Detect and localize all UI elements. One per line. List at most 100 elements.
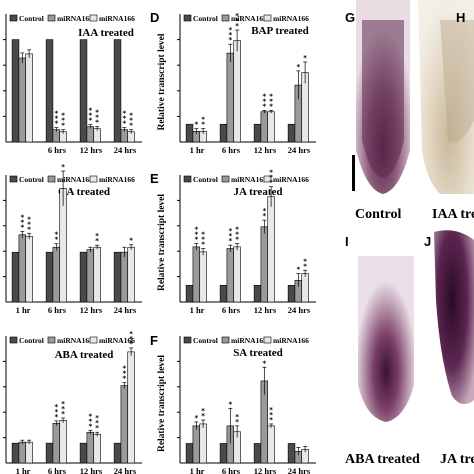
significance-mark: *	[61, 405, 65, 413]
bar-control-2[interactable]	[253, 284, 262, 303]
bar-mirna166-2[interactable]	[267, 425, 275, 464]
legend-swatch-mirna166	[263, 14, 272, 22]
bar-mirna166-1[interactable]	[59, 420, 67, 464]
bar-mirna165-2[interactable]	[86, 126, 95, 143]
x-tick-label: 1 hr	[16, 466, 31, 474]
micrograph-panels: G H I J Control IAA tre ABA treated JA t…	[341, 0, 474, 474]
bar-mirna166-3[interactable]	[127, 351, 135, 464]
bar-mirna166-0[interactable]	[25, 441, 33, 464]
bar-mirna166-0[interactable]	[25, 53, 33, 143]
bar-mirna165-2[interactable]	[260, 111, 269, 143]
bar-mirna166-2[interactable]	[267, 111, 275, 143]
bar-mirna166-1[interactable]	[233, 246, 241, 303]
bar-mirna165-1[interactable]	[52, 423, 61, 464]
bar-mirna166-1[interactable]	[233, 40, 241, 143]
significance-mark: *	[122, 115, 126, 123]
bar-mirna166-2[interactable]	[93, 246, 101, 303]
panel-label-g: G	[345, 10, 355, 25]
bar-mirna166-2[interactable]	[267, 196, 275, 303]
x-tick-label: 6 hrs	[222, 305, 241, 315]
bar-mirna165-1[interactable]	[52, 246, 61, 303]
significance-mark: *	[95, 237, 99, 245]
bar-mirna165-3[interactable]	[120, 385, 129, 464]
significance-mark: *	[88, 417, 92, 425]
bar-mirna165-2[interactable]	[260, 226, 269, 303]
bar-control-3[interactable]	[287, 123, 296, 143]
bar-control-1[interactable]	[45, 251, 54, 303]
legend-swatch-mirna165	[221, 336, 230, 344]
significance-mark: *	[95, 119, 99, 127]
x-tick-label: 24 hrs	[288, 305, 311, 315]
legend-swatch-mirna165	[47, 336, 56, 344]
chart-title: GA treated	[58, 186, 110, 198]
significance-mark: *	[228, 227, 232, 235]
bar-mirna165-0[interactable]	[18, 441, 27, 464]
chart-title: IAA treated	[78, 27, 134, 39]
bar-mirna165-0[interactable]	[192, 425, 201, 464]
bar-control-2[interactable]	[79, 442, 88, 464]
legend-swatch-control	[9, 14, 18, 22]
root-stele-control	[362, 20, 404, 178]
significance-mark: *	[303, 257, 307, 265]
bar-control-0[interactable]	[11, 251, 20, 303]
legend-label-mirna166: miRNA166	[273, 336, 309, 345]
bar-control-0[interactable]	[11, 39, 20, 143]
legend-swatch-control	[183, 175, 192, 183]
bar-mirna166-2[interactable]	[93, 433, 101, 464]
bar-control-1[interactable]	[219, 443, 228, 464]
bar-control-0[interactable]	[185, 284, 194, 303]
significance-mark: *	[235, 236, 239, 244]
significance-mark: *	[129, 330, 133, 338]
bar-mirna165-0[interactable]	[18, 234, 27, 303]
x-tick-label: 12 hrs	[254, 466, 277, 474]
significance-mark: *	[95, 414, 99, 422]
significance-mark: *	[269, 169, 273, 177]
bar-control-3[interactable]	[113, 39, 122, 143]
bar-mirna165-0[interactable]	[18, 57, 27, 143]
significance-mark: *	[54, 110, 58, 118]
bar-control-2[interactable]	[253, 443, 262, 464]
bar-control-0[interactable]	[11, 442, 20, 464]
legend-label-mirna166: miRNA166	[99, 14, 135, 23]
bar-control-3[interactable]	[287, 443, 296, 464]
bar-mirna165-2[interactable]	[86, 249, 95, 303]
significance-mark: *	[201, 412, 205, 420]
bar-mirna166-3[interactable]	[301, 273, 309, 303]
legend-swatch-mirna165	[47, 14, 56, 22]
bar-control-2[interactable]	[79, 39, 88, 143]
bar-control-3[interactable]	[113, 251, 122, 303]
bar-mirna165-0[interactable]	[192, 246, 201, 303]
bar-control-1[interactable]	[45, 442, 54, 464]
chart-title: JA treated	[234, 186, 283, 198]
significance-mark: *	[194, 226, 198, 234]
bar-control-1[interactable]	[219, 284, 228, 303]
significance-mark: *	[122, 110, 126, 118]
bar-mirna166-0[interactable]	[25, 235, 33, 303]
bar-mirna166-0[interactable]	[199, 423, 207, 464]
bar-control-1[interactable]	[45, 39, 54, 143]
bar-control-0[interactable]	[185, 123, 194, 143]
bar-control-0[interactable]	[185, 443, 194, 464]
significance-mark: *	[129, 335, 133, 343]
bar-mirna166-3[interactable]	[127, 246, 135, 303]
bar-control-1[interactable]	[219, 123, 228, 143]
significance-mark: *	[235, 22, 239, 30]
significance-mark: *	[194, 236, 198, 244]
significance-mark: *	[303, 262, 307, 270]
scale-bar	[352, 155, 355, 191]
micrograph-j	[434, 230, 474, 405]
significance-mark: *	[228, 36, 232, 44]
bar-mirna165-1[interactable]	[226, 248, 235, 303]
bar-mirna165-3[interactable]	[120, 251, 129, 303]
caption-aba: ABA treated	[345, 452, 420, 467]
bar-control-3[interactable]	[113, 442, 122, 464]
legend-swatch-control	[183, 14, 192, 22]
bar-mirna165-2[interactable]	[86, 431, 95, 464]
bar-control-2[interactable]	[79, 251, 88, 303]
significance-mark: *	[269, 179, 273, 187]
bar-mirna165-1[interactable]	[226, 52, 235, 143]
bar-control-3[interactable]	[287, 284, 296, 303]
bar-mirna166-0[interactable]	[199, 251, 207, 303]
legend-swatch-control	[9, 175, 18, 183]
bar-control-2[interactable]	[253, 123, 262, 143]
